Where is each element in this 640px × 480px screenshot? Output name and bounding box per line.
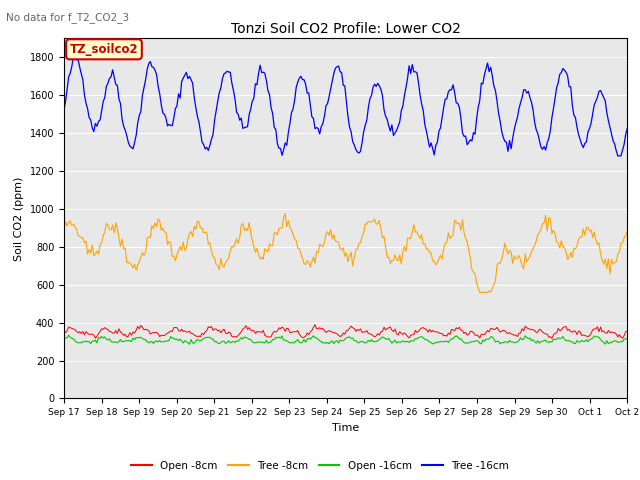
Text: No data for f_T2_CO2_3: No data for f_T2_CO2_3	[6, 12, 129, 23]
Line: Tree -8cm: Tree -8cm	[64, 214, 627, 292]
Y-axis label: Soil CO2 (ppm): Soil CO2 (ppm)	[14, 176, 24, 261]
Legend: Open -8cm, Tree -8cm, Open -16cm, Tree -16cm: Open -8cm, Tree -8cm, Open -16cm, Tree -…	[127, 456, 513, 475]
Line: Open -16cm: Open -16cm	[64, 336, 627, 344]
Title: Tonzi Soil CO2 Profile: Lower CO2: Tonzi Soil CO2 Profile: Lower CO2	[230, 22, 461, 36]
Text: TZ_soilco2: TZ_soilco2	[70, 43, 138, 56]
X-axis label: Time: Time	[332, 423, 359, 432]
Line: Tree -16cm: Tree -16cm	[64, 56, 627, 156]
Line: Open -8cm: Open -8cm	[64, 325, 627, 338]
